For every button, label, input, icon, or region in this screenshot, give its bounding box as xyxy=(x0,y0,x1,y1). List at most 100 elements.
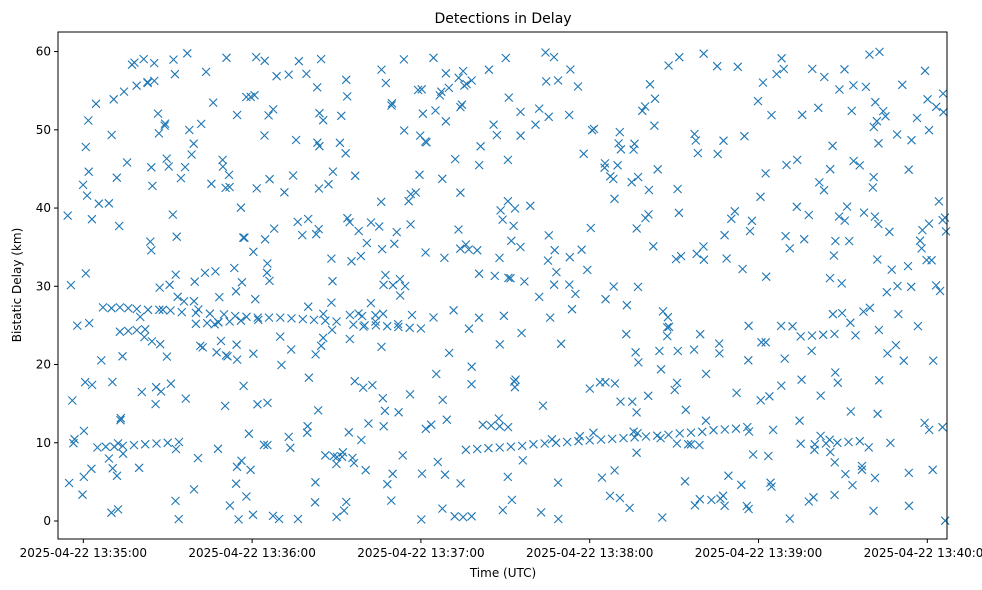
detection-point xyxy=(139,54,149,64)
detection-point xyxy=(438,395,448,405)
detection-point xyxy=(874,138,883,148)
detection-point xyxy=(865,50,874,59)
detection-point xyxy=(904,165,914,175)
track-point xyxy=(458,512,468,522)
track-point xyxy=(585,436,595,445)
detection-point xyxy=(498,215,507,224)
detection-point xyxy=(371,317,380,326)
detection-point xyxy=(268,105,278,114)
detection-point xyxy=(795,416,804,426)
detection-point xyxy=(892,130,902,139)
detection-point xyxy=(400,281,410,291)
detection-point xyxy=(418,109,428,119)
track-point xyxy=(517,441,527,451)
detection-point xyxy=(938,422,947,432)
track-point xyxy=(191,319,201,329)
detection-point xyxy=(168,210,178,219)
detection-point xyxy=(158,305,168,315)
detection-point xyxy=(501,53,511,63)
detection-point xyxy=(386,496,396,505)
detection-point xyxy=(294,56,304,66)
detection-point xyxy=(67,396,77,405)
detection-point xyxy=(938,89,948,98)
detection-point xyxy=(831,236,840,246)
detection-point xyxy=(835,85,844,94)
detection-point xyxy=(169,55,178,64)
detection-point xyxy=(873,219,883,229)
detection-point xyxy=(143,78,153,88)
detection-point xyxy=(855,161,865,170)
y-tick-label: 30 xyxy=(36,279,51,293)
track-point xyxy=(332,317,341,326)
track-point xyxy=(219,310,229,319)
detection-point xyxy=(288,171,298,180)
x-tick-label: 2025-04-22 13:39:00 xyxy=(695,546,822,560)
detection-point xyxy=(361,465,371,475)
x-axis-label: Time (UTC) xyxy=(469,566,536,580)
detection-point xyxy=(112,471,122,481)
detection-point xyxy=(79,472,89,482)
detection-point xyxy=(701,416,711,426)
detection-point xyxy=(324,179,333,189)
detection-point xyxy=(484,65,494,75)
detection-point xyxy=(441,116,451,126)
detection-point xyxy=(66,280,76,290)
detection-point xyxy=(433,457,443,467)
detection-point xyxy=(421,424,431,434)
track-point xyxy=(495,443,505,452)
track-point xyxy=(202,318,212,328)
detection-point xyxy=(253,399,262,409)
detection-point xyxy=(318,309,328,319)
detection-point xyxy=(399,55,409,64)
detection-point xyxy=(912,113,922,123)
detection-point xyxy=(474,269,484,279)
detection-point xyxy=(293,217,303,227)
detection-point xyxy=(303,214,313,224)
detection-point xyxy=(498,505,508,515)
detection-point xyxy=(633,172,643,182)
detection-point xyxy=(347,256,356,266)
detection-point xyxy=(328,167,338,176)
detection-point xyxy=(216,336,226,346)
detection-point xyxy=(720,501,729,511)
track-point xyxy=(619,433,628,443)
detection-point xyxy=(213,444,223,454)
y-tick-label: 50 xyxy=(36,123,51,137)
track-point xyxy=(596,435,606,444)
detection-point xyxy=(610,194,619,204)
detection-point xyxy=(275,332,285,341)
detection-point xyxy=(825,273,835,283)
detection-point xyxy=(269,224,279,233)
detection-point xyxy=(693,148,703,158)
track-point xyxy=(320,316,330,326)
detection-point xyxy=(768,425,778,435)
detection-point xyxy=(371,310,380,320)
track-point xyxy=(807,331,817,340)
track-point xyxy=(163,438,173,448)
detection-point xyxy=(776,321,786,331)
detection-point xyxy=(413,85,423,95)
detection-point xyxy=(112,173,122,183)
detection-point xyxy=(629,145,638,154)
detection-point xyxy=(285,443,295,453)
detection-point xyxy=(874,325,884,335)
detection-point xyxy=(872,255,882,264)
detection-point xyxy=(924,125,934,135)
detection-point xyxy=(716,494,725,504)
detection-point xyxy=(415,170,424,180)
track-point xyxy=(529,439,538,449)
detection-point xyxy=(565,252,575,262)
detection-point xyxy=(796,439,806,449)
detection-point xyxy=(608,174,618,184)
detection-point xyxy=(504,93,514,102)
detection-point xyxy=(440,470,450,480)
detection-point xyxy=(263,440,272,450)
y-tick-label: 10 xyxy=(36,436,51,450)
y-tick-label: 40 xyxy=(36,201,51,215)
detection-point xyxy=(417,469,427,478)
detection-point xyxy=(615,127,625,137)
track-point xyxy=(630,432,640,442)
detection-point xyxy=(714,339,724,348)
detection-point xyxy=(343,213,352,223)
